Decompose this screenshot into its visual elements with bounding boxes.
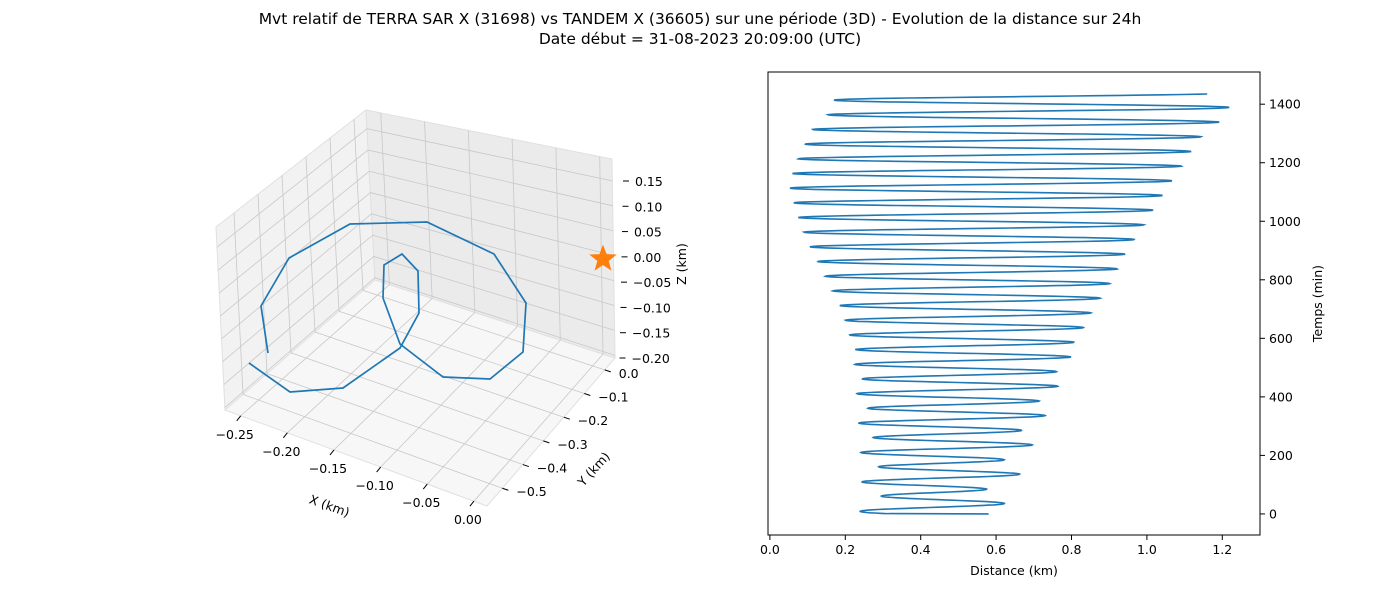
grid-y-left: [281, 175, 292, 353]
grid-x-back: [511, 139, 518, 327]
grid-z-back: [372, 234, 615, 306]
y-tick-label: 1200: [1269, 155, 1301, 170]
y-tick: [584, 393, 591, 396]
grid-z-back: [374, 277, 616, 356]
y-tick-label: 1400: [1269, 97, 1301, 112]
grid-y-floor: [338, 310, 585, 394]
chart-title: Mvt relatif de TERRA SAR X (31698) vs TA…: [258, 10, 1142, 28]
x-tick-label: −0.05: [402, 495, 440, 510]
grid-x-back: [424, 121, 433, 299]
grid-z-left: [218, 170, 370, 294]
grid-z-back: [366, 128, 613, 182]
y-tick-label: 400: [1269, 389, 1293, 404]
grid-z-left: [223, 256, 375, 385]
grid-z-back: [371, 213, 614, 281]
y-tick-label: −0.4: [537, 461, 567, 476]
y-tick-label: 200: [1269, 448, 1293, 463]
z-tick-label: 0.05: [634, 225, 662, 240]
grid-x-floor: [333, 312, 476, 451]
grid-z-left: [222, 234, 373, 363]
x-tick-label: 0.2: [835, 542, 855, 557]
x-tick-label: 0.8: [1062, 542, 1082, 557]
grid-y-floor: [242, 394, 503, 489]
y-tick-label: −0.1: [598, 390, 628, 405]
y-tick: [543, 440, 550, 444]
x-tick: [376, 466, 382, 473]
z-axis-label: Z (km): [674, 243, 689, 285]
grid-x-back: [380, 112, 390, 285]
x-tick-label: 1.0: [1137, 542, 1157, 557]
x-tick-label: 0.4: [911, 542, 931, 557]
y-tick-label: −0.2: [578, 413, 608, 428]
x-tick: [282, 432, 288, 439]
y-axis-label: Temps (min): [1310, 265, 1325, 343]
y-tick: [604, 369, 611, 373]
grid-y-left: [305, 156, 316, 333]
x-tick: [236, 415, 242, 422]
x-axis-label: X (km): [307, 492, 351, 520]
grid-y-left: [353, 119, 364, 291]
x-tick-label: 0.0: [760, 542, 780, 557]
x-tick-label: −0.15: [309, 461, 347, 476]
grid-x-floor: [426, 339, 561, 485]
grid-z-left: [216, 128, 368, 248]
grid-x-back: [467, 130, 476, 313]
grid-x-floor: [473, 353, 604, 502]
y-tick-label: 1000: [1269, 214, 1301, 229]
trajectory-line: [248, 221, 527, 393]
x-tick-label: 1.2: [1212, 542, 1232, 557]
z-tick-label: 0.15: [635, 174, 663, 189]
y-tick: [502, 487, 509, 491]
grid-z-back: [368, 149, 613, 207]
x-tick: [329, 449, 335, 456]
z-tick-label: −0.05: [633, 275, 671, 290]
plot-3d-trajectory: −0.25 −0.20 −0.15 −0.10 −0.05 0.00 0.0 −0.1 −0.2…: [215, 109, 689, 527]
y-tick-label: −0.5: [516, 484, 546, 499]
grid-z-back: [373, 256, 615, 331]
grid-z-back: [370, 192, 614, 257]
y-tick: [563, 416, 570, 420]
x-tick-label: −0.25: [216, 427, 254, 442]
z-tick-label: 0.10: [635, 199, 663, 214]
grid-x-floor: [380, 326, 518, 468]
y-tick-label: 600: [1269, 331, 1293, 346]
plot-frame: [767, 71, 1261, 536]
z-tick-label: −0.15: [632, 326, 670, 341]
grid-x-floor: [287, 298, 433, 434]
grid-x-floor: [240, 284, 390, 417]
chart-subtitle: Date début = 31-08-2023 20:09:00 (UTC): [538, 30, 862, 48]
y-tick: [522, 464, 529, 468]
z-tick-label: 0.00: [634, 250, 662, 265]
origin-star-marker: [589, 244, 617, 271]
grid-y-floor: [362, 290, 605, 371]
grid-z-left: [224, 277, 376, 408]
x-tick-label: 0.00: [454, 512, 482, 527]
x-tick-label: −0.20: [262, 444, 300, 459]
x-tick: [422, 483, 428, 490]
grid-y-floor: [290, 352, 544, 442]
grid-x-back: [555, 147, 561, 341]
y-tick-label: 0.0: [619, 366, 639, 381]
grid-y-left: [329, 138, 340, 312]
grid-z-left: [221, 213, 372, 340]
z-tick-label: −0.20: [632, 351, 670, 366]
grid-z-left: [217, 149, 369, 271]
x-tick-label: −0.10: [355, 478, 393, 493]
y-tick-label: 800: [1269, 272, 1293, 287]
x-tick-label: 0.6: [986, 542, 1006, 557]
grid-y-floor: [266, 373, 523, 465]
z-tick-label: −0.10: [633, 300, 671, 315]
pane-floor: [224, 279, 616, 507]
x-axis-label: Distance (km): [970, 563, 1058, 578]
x-tick: [469, 500, 475, 507]
y-tick-label: 0: [1269, 506, 1277, 521]
distance-curve: [789, 93, 1230, 515]
grid-z-back: [369, 170, 614, 232]
grid-y-left: [257, 194, 268, 374]
grid-y-left: [233, 212, 244, 395]
y-tick-label: −0.3: [557, 437, 587, 452]
y-axis-label: Y (km): [574, 449, 613, 490]
